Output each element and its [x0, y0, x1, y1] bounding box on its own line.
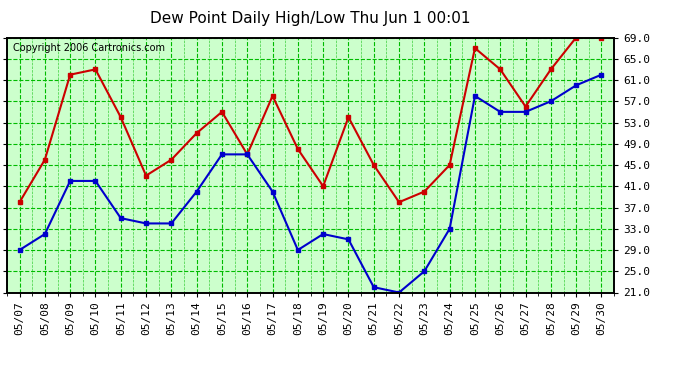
- Text: Dew Point Daily High/Low Thu Jun 1 00:01: Dew Point Daily High/Low Thu Jun 1 00:01: [150, 11, 471, 26]
- Text: Copyright 2006 Cartronics.com: Copyright 2006 Cartronics.com: [13, 43, 165, 52]
